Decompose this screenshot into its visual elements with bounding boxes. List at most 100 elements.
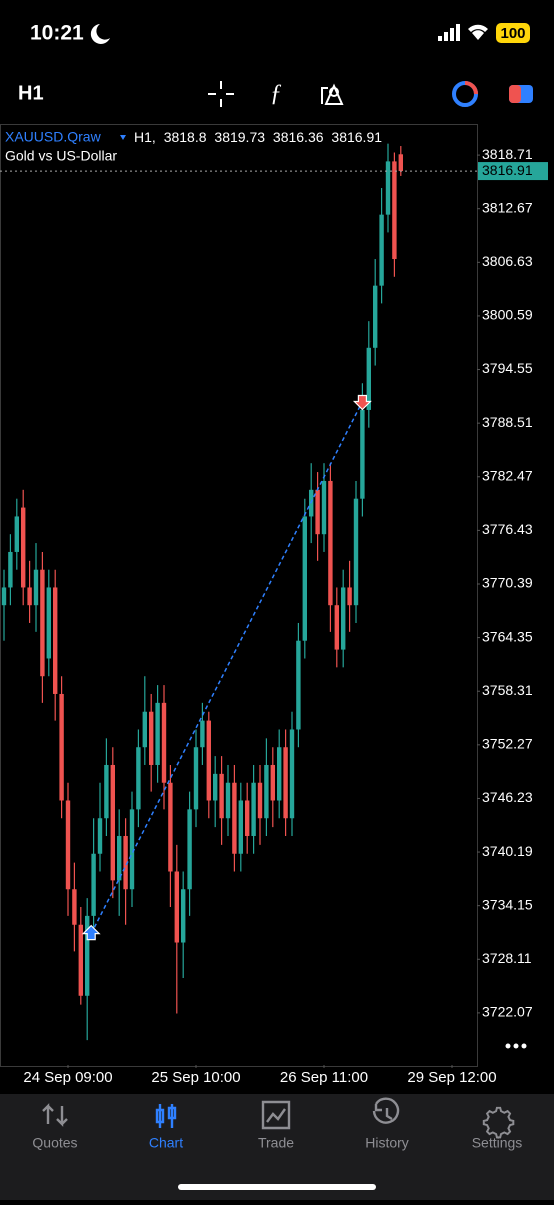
tab-label[interactable]: Trade bbox=[258, 1135, 294, 1151]
symbol[interactable]: XAUUSD.Qraw bbox=[5, 129, 102, 145]
candle-body bbox=[181, 889, 186, 943]
candle-body bbox=[53, 587, 58, 694]
candle-body bbox=[334, 605, 339, 650]
candle-body bbox=[59, 693, 64, 801]
candle-body bbox=[33, 569, 39, 606]
y-tick-label: 3740.19 bbox=[482, 843, 533, 859]
candle-body bbox=[187, 809, 192, 890]
price-tag-label: 3816.91 bbox=[482, 162, 533, 178]
tab-icon bbox=[482, 1106, 515, 1139]
candle-body bbox=[302, 516, 307, 641]
tab-label[interactable]: Settings bbox=[472, 1135, 523, 1151]
candle-body bbox=[91, 853, 96, 916]
ohlc-low: 3816.36 bbox=[273, 129, 324, 145]
buy-arrow bbox=[81, 924, 101, 941]
tab-items: Quotes Chart Trade History Settings bbox=[32, 1097, 523, 1151]
candle-body bbox=[245, 800, 250, 836]
candle-body bbox=[117, 835, 122, 881]
y-tick-label: 3764.35 bbox=[482, 628, 533, 644]
oneclick-accent bbox=[464, 81, 478, 95]
candle-body bbox=[225, 782, 231, 819]
candle-body bbox=[155, 702, 160, 765]
y-tick-label: 3818.71 bbox=[482, 146, 533, 162]
trade-button-accent bbox=[509, 85, 521, 103]
ohlc-close: 3816.91 bbox=[331, 129, 382, 145]
candle-body bbox=[168, 782, 173, 872]
candle-body bbox=[8, 551, 13, 588]
candle-body bbox=[296, 640, 301, 730]
candle-body bbox=[142, 711, 147, 748]
candle-body bbox=[174, 871, 179, 943]
tab-bar bbox=[0, 1094, 554, 1200]
tab-label[interactable]: Quotes bbox=[32, 1135, 77, 1151]
candle-body bbox=[65, 800, 71, 890]
candle-body bbox=[40, 569, 45, 677]
plot: 3818.71 3812.67 3806.63 3800.59 3794.55 3788.… bbox=[0, 143, 548, 1086]
candle-body bbox=[238, 800, 243, 854]
candle-body bbox=[78, 924, 83, 996]
y-tick-label: 3788.51 bbox=[482, 414, 533, 430]
objects-button[interactable] bbox=[321, 83, 344, 105]
y-tick-label: 3800.59 bbox=[482, 307, 533, 323]
y-tick-label: 3722.07 bbox=[482, 1004, 533, 1020]
candle-body bbox=[193, 747, 199, 810]
x-tick-label: 25 Sep 10:00 bbox=[151, 1069, 240, 1086]
candle-body bbox=[347, 587, 352, 606]
trade-line bbox=[90, 405, 362, 934]
candle-body bbox=[110, 764, 115, 881]
candle-body bbox=[219, 773, 224, 819]
candle-body bbox=[251, 782, 256, 836]
candle-body bbox=[161, 702, 167, 783]
x-tick-label: 26 Sep 11:00 bbox=[280, 1069, 368, 1086]
candle-body bbox=[206, 720, 211, 801]
tab-icon bbox=[261, 1100, 291, 1130]
y-tick-label: 3806.63 bbox=[482, 253, 533, 269]
symbol-description: Gold vs US-Dollar bbox=[5, 148, 117, 164]
candle-body bbox=[149, 711, 154, 765]
ohlc-header: H1, 3818.8 3819.73 3816.36 3816.91 bbox=[134, 129, 382, 145]
sell-arrow bbox=[352, 394, 372, 411]
y-tick-label: 3734.15 bbox=[482, 896, 533, 912]
candle-body bbox=[277, 747, 282, 801]
period: H1, bbox=[134, 129, 156, 145]
candle-body bbox=[353, 498, 359, 606]
candle-body bbox=[123, 835, 128, 890]
symbol-dropdown[interactable] bbox=[120, 135, 126, 140]
candle-body bbox=[270, 764, 275, 801]
y-tick-label: 3782.47 bbox=[482, 467, 533, 483]
candle-body bbox=[360, 409, 365, 499]
y-tick-label: 3752.27 bbox=[482, 736, 533, 752]
candle-body bbox=[213, 773, 218, 801]
candle-body bbox=[21, 507, 26, 588]
candle-body bbox=[46, 587, 51, 659]
x-tick-label: 29 Sep 12:00 bbox=[407, 1069, 496, 1086]
more-button[interactable] bbox=[505, 1043, 527, 1049]
y-tick-label: 3758.31 bbox=[482, 682, 533, 698]
candle-body bbox=[85, 915, 90, 996]
wifi-icon bbox=[468, 24, 488, 40]
candle-body bbox=[97, 818, 103, 854]
signal-icon bbox=[438, 24, 460, 41]
candle-body bbox=[104, 764, 109, 819]
tab-icon bbox=[372, 1097, 400, 1124]
tab-label[interactable]: History bbox=[365, 1135, 409, 1151]
chart-frame bbox=[0, 124, 478, 1067]
candle-body bbox=[264, 764, 269, 819]
candle-body bbox=[129, 809, 135, 890]
ohlc-high: 3819.73 bbox=[214, 129, 265, 145]
candle-body bbox=[341, 587, 346, 650]
timeframe-button[interactable]: H1 bbox=[18, 82, 44, 104]
candle-body bbox=[200, 720, 205, 748]
indicators-button[interactable]: ƒ bbox=[270, 81, 282, 107]
candle-body bbox=[283, 747, 288, 819]
y-tick-label: 3776.43 bbox=[482, 521, 533, 537]
candle-body bbox=[321, 480, 327, 535]
crosshair-button[interactable] bbox=[208, 81, 234, 107]
battery-level: 100 bbox=[500, 25, 525, 42]
candle-body bbox=[398, 154, 403, 172]
candle-body bbox=[385, 161, 391, 215]
y-tick-label: 3728.11 bbox=[482, 950, 532, 966]
tab-label[interactable]: Chart bbox=[149, 1135, 183, 1151]
candle-body bbox=[27, 587, 32, 606]
